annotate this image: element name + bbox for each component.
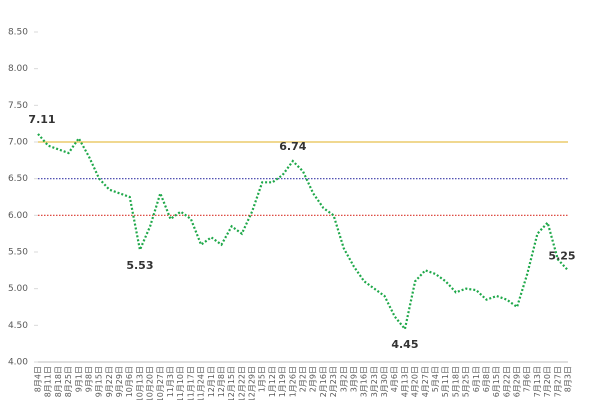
y-tick-label: 8.50 (8, 28, 28, 38)
value-label: 5.25 (548, 249, 575, 262)
x-tick-label: 1月5日 (258, 366, 267, 392)
y-tick-label: 7.00 (8, 138, 28, 148)
x-tick-label: 10月6日 (125, 366, 134, 397)
x-tick-label: 8月11日 (44, 366, 53, 397)
x-tick-label: 4月27日 (421, 366, 430, 397)
value-label: 6.74 (279, 140, 306, 153)
x-tick-label: 7月20日 (543, 366, 552, 397)
x-tick-label: 2月9日 (309, 366, 318, 392)
y-tick-label: 6.00 (8, 211, 28, 221)
value-label: 7.11 (28, 113, 55, 126)
x-tick-label: 6月15日 (492, 366, 501, 397)
y-tick-label: 5.00 (8, 284, 28, 294)
x-tick-label: 8月4日 (34, 366, 43, 392)
x-tick-label: 4月13日 (400, 366, 409, 397)
x-tick-label: 10月27日 (156, 366, 165, 400)
x-tick-label: 4月6日 (390, 366, 399, 392)
x-tick-label: 3月2日 (339, 366, 348, 392)
x-tick-label: 10月20日 (146, 366, 155, 400)
x-tick-label: 9月8日 (84, 366, 93, 392)
y-tick-label: 4.50 (8, 321, 28, 331)
x-tick-label: 2月2日 (299, 366, 308, 392)
x-tick-label: 8月25日 (64, 366, 73, 397)
value-label: 5.53 (126, 259, 153, 272)
x-tick-label: 11月24日 (197, 366, 206, 400)
x-tick-label: 5月11日 (441, 366, 450, 397)
x-tick-label: 5月4日 (431, 366, 440, 392)
x-tick-label: 9月15日 (95, 366, 104, 397)
y-tick-label: 6.50 (8, 174, 28, 184)
x-tick-label: 12月29日 (248, 366, 257, 400)
x-tick-label: 6月8日 (482, 366, 491, 392)
x-tick-label: 3月23日 (370, 366, 379, 397)
x-tick-label: 3月30日 (380, 366, 389, 397)
x-tick-label: 1月12日 (268, 366, 277, 397)
x-tick-label: 7月27日 (553, 366, 562, 397)
price-line (37, 133, 569, 332)
x-tick-label: 1月19日 (278, 366, 287, 397)
x-tick-label: 8月3日 (564, 366, 573, 392)
x-tick-label: 7月6日 (523, 366, 532, 392)
x-tick-label: 4月20日 (411, 366, 420, 397)
x-tick-label: 11月3日 (166, 366, 175, 397)
x-tick-label: 12月15日 (227, 366, 236, 400)
x-tick-label: 6月29日 (513, 366, 522, 397)
x-tick-label: 7月13日 (533, 366, 542, 397)
x-tick-label: 12月1日 (207, 366, 216, 397)
x-tick-label: 5月25日 (462, 366, 471, 397)
y-tick-label: 5.50 (8, 248, 28, 258)
x-tick-label: 6月22日 (502, 366, 511, 397)
x-tick-label: 2月23日 (329, 366, 338, 397)
x-tick-label: 10月13日 (135, 366, 144, 400)
x-tick-label: 1月26日 (288, 366, 297, 397)
x-tick-label: 3月9日 (349, 366, 358, 392)
y-tick-label: 8.00 (8, 64, 28, 74)
y-tick-label: 4.00 (8, 358, 28, 368)
x-tick-label: 12月22日 (237, 366, 246, 400)
x-tick-label: 11月17日 (186, 366, 195, 400)
y-tick-label: 7.50 (8, 101, 28, 111)
x-tick-label: 3月16日 (360, 366, 369, 397)
x-tick-label: 2月16日 (319, 366, 328, 397)
x-tick-label: 9月29日 (115, 366, 124, 397)
x-tick-label: 9月22日 (105, 366, 114, 397)
x-tick-label: 12月8日 (217, 366, 226, 397)
x-tick-label: 6月1日 (472, 366, 481, 392)
value-label: 4.45 (391, 338, 418, 351)
x-tick-label: 8月18日 (54, 366, 63, 397)
x-tick-label: 11月10日 (176, 366, 185, 400)
x-tick-label: 5月18日 (451, 366, 460, 397)
x-tick-label: 9月1日 (74, 366, 83, 392)
